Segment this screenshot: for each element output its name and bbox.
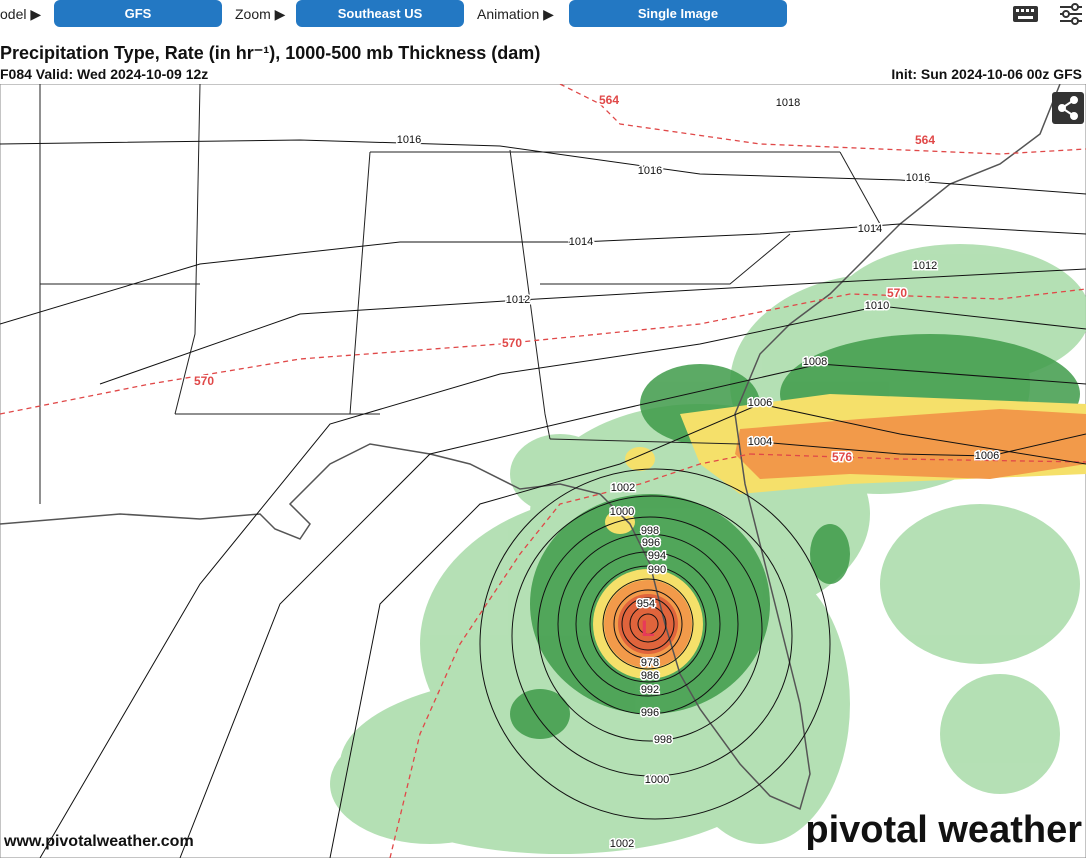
animation-label: Animation ▶ bbox=[477, 6, 554, 22]
thickness-label: 576 bbox=[832, 450, 852, 464]
isobar-label: 1016 bbox=[397, 134, 421, 146]
map-title: Precipitation Type, Rate (in hr⁻¹), 1000… bbox=[0, 43, 541, 63]
isobar-label: 1018 bbox=[776, 97, 800, 109]
isobar-label: 1012 bbox=[913, 260, 937, 272]
isobar-label: 1000 bbox=[610, 506, 634, 518]
isobar-label: 1012 bbox=[506, 294, 530, 306]
thickness-label: 564 bbox=[599, 93, 619, 107]
isobar-label: 1016 bbox=[906, 172, 930, 184]
thickness-label: 570 bbox=[502, 336, 522, 350]
isobar-label: 1006 bbox=[748, 397, 772, 409]
low-marker: L bbox=[641, 616, 654, 641]
isobar-label: 994 bbox=[648, 550, 666, 562]
isobar-label: 1014 bbox=[569, 236, 593, 248]
isobar-label: 978 bbox=[641, 657, 659, 669]
keyboard-icon[interactable] bbox=[1012, 4, 1040, 24]
thickness-lines bbox=[0, 84, 1086, 858]
isobar-label: 998 bbox=[641, 525, 659, 537]
isobar-label: 996 bbox=[642, 537, 660, 549]
isobar-label: 1002 bbox=[610, 838, 634, 850]
share-button[interactable] bbox=[1052, 92, 1084, 124]
animation-button[interactable]: Single Image bbox=[569, 0, 787, 27]
valid-time: F084 Valid: Wed 2024-10-09 12z bbox=[0, 66, 209, 82]
model-button[interactable]: GFS bbox=[54, 0, 222, 27]
isobar-label: 1004 bbox=[748, 436, 772, 448]
isobar-label: 954 bbox=[637, 598, 655, 610]
logo: pivotal weather bbox=[805, 809, 1082, 851]
isobar-label: 998 bbox=[654, 734, 672, 746]
isobar-label: 1000 bbox=[645, 774, 669, 786]
isobar-label: 1010 bbox=[865, 300, 889, 312]
isobar-label: 992 bbox=[641, 684, 659, 696]
isobar-label: 1008 bbox=[803, 356, 827, 368]
settings-icon[interactable] bbox=[1058, 2, 1084, 26]
site-url: www.pivotalweather.com bbox=[3, 833, 194, 850]
thickness-label: 564 bbox=[915, 133, 935, 147]
isobar-label: 996 bbox=[641, 707, 659, 719]
init-time: Init: Sun 2024-10-06 00z GFS bbox=[891, 66, 1082, 82]
isobar-label: 1006 bbox=[975, 450, 999, 462]
map: L 1018 1016 1016 1016 1014 1014 1012 1012 1010 10… bbox=[0, 84, 1086, 858]
thickness-label: 570 bbox=[887, 286, 907, 300]
thickness-label: 570 bbox=[194, 374, 214, 388]
zoom-button[interactable]: Southeast US bbox=[296, 0, 464, 27]
isobar-label: 990 bbox=[648, 564, 666, 576]
isobar-label: 1016 bbox=[638, 165, 662, 177]
isobar-label: 1014 bbox=[858, 223, 882, 235]
model-label: odel ▶ bbox=[0, 6, 42, 22]
zoom-label: Zoom ▶ bbox=[235, 6, 286, 22]
isobar-label: 986 bbox=[641, 670, 659, 682]
state-borders bbox=[39, 84, 881, 504]
isobars bbox=[0, 139, 1086, 858]
isobar-label: 1002 bbox=[611, 482, 635, 494]
toolbar: odel ▶ GFS Zoom ▶ Southeast US Animation… bbox=[0, 0, 1086, 30]
